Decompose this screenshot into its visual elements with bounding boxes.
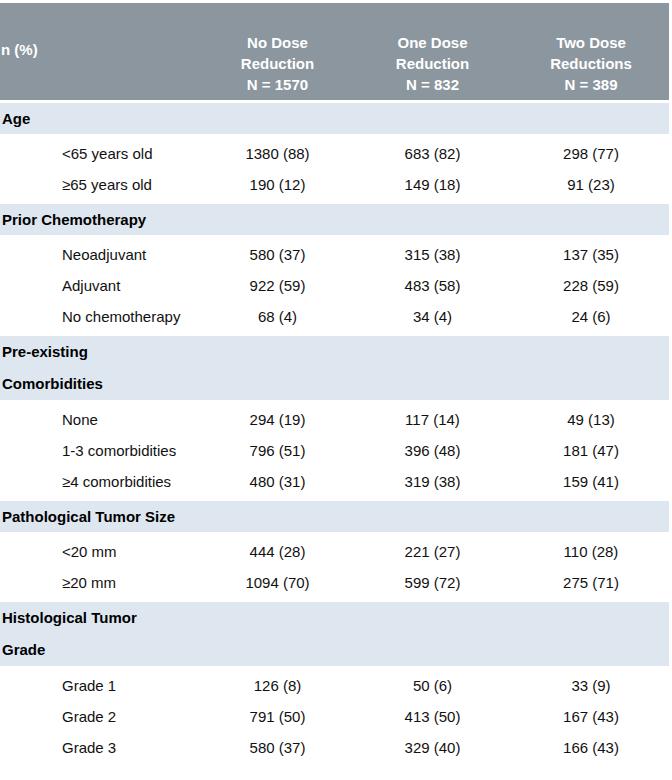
cell-value: 221 (27) — [355, 543, 510, 560]
table-row: ≥20 mm1094 (70)599 (72)275 (71) — [0, 567, 672, 598]
column-header-line: Reduction — [200, 53, 355, 74]
section-header-line: Pre-existing — [2, 336, 669, 368]
column-header-2: One DoseReductionN = 832 — [355, 32, 510, 95]
cell-value: 159 (41) — [510, 473, 672, 490]
section-header-line: Comorbidities — [2, 368, 669, 400]
section-header-line: Prior Chemotherapy — [2, 204, 669, 235]
table-row: 1-3 comorbidities796 (51)396 (48)181 (47… — [0, 435, 672, 466]
cell-value: 444 (28) — [200, 543, 355, 560]
cell-value: 34 (4) — [355, 308, 510, 325]
column-header-3: Two DoseReductionsN = 389 — [510, 32, 672, 95]
section-header: Prior Chemotherapy — [0, 204, 669, 235]
section-rows: Neoadjuvant580 (37)315 (38)137 (35)Adjuv… — [0, 239, 672, 332]
column-header-line: Reductions — [510, 53, 672, 74]
cell-value: 922 (59) — [200, 277, 355, 294]
row-label: Neoadjuvant — [0, 246, 200, 263]
cell-value: 480 (31) — [200, 473, 355, 490]
section-rows: None294 (19)117 (14)49 (13)1-3 comorbidi… — [0, 404, 672, 497]
section-header: Histological TumorGrade — [0, 602, 669, 666]
table-body: Age <65 years old1380 (88)683 (82)298 (77… — [0, 103, 672, 763]
cell-value: 294 (19) — [200, 411, 355, 428]
cell-value: 599 (72) — [355, 574, 510, 591]
column-header-1: No DoseReductionN = 1570 — [200, 32, 355, 95]
section-header-line: Age — [2, 103, 669, 134]
cell-value: 298 (77) — [510, 145, 672, 162]
cell-value: 580 (37) — [200, 246, 355, 263]
cell-value: 275 (71) — [510, 574, 672, 591]
section-header-line: Histological Tumor — [2, 602, 669, 634]
cell-value: 319 (38) — [355, 473, 510, 490]
section-rows: Grade 1126 (8)50 (6)33 (9)Grade 2791 (50… — [0, 670, 672, 763]
cell-value: 149 (18) — [355, 176, 510, 193]
table-row: ≥4 comorbidities480 (31)319 (38)159 (41) — [0, 466, 672, 497]
cell-value: 228 (59) — [510, 277, 672, 294]
table-header: n (%) No DoseReductionN = 1570One DoseRe… — [0, 3, 669, 100]
column-header-line: Reduction — [355, 53, 510, 74]
row-label: ≥20 mm — [0, 574, 200, 591]
section-header-line: Grade — [2, 634, 669, 666]
cell-value: 315 (38) — [355, 246, 510, 263]
cell-value: 137 (35) — [510, 246, 672, 263]
table-row: <65 years old1380 (88)683 (82)298 (77) — [0, 138, 672, 169]
cell-value: 49 (13) — [510, 411, 672, 428]
cell-value: 126 (8) — [200, 677, 355, 694]
row-label: <20 mm — [0, 543, 200, 560]
cell-value: 329 (40) — [355, 739, 510, 756]
cell-value: 33 (9) — [510, 677, 672, 694]
cell-value: 117 (14) — [355, 411, 510, 428]
row-label: Grade 2 — [0, 708, 200, 725]
row-label: None — [0, 411, 200, 428]
cell-value: 166 (43) — [510, 739, 672, 756]
row-label: ≥65 years old — [0, 176, 200, 193]
table-row: None294 (19)117 (14)49 (13) — [0, 404, 672, 435]
cell-value: 1380 (88) — [200, 145, 355, 162]
header-grid: No DoseReductionN = 1570One DoseReductio… — [0, 32, 669, 100]
column-header-line: N = 389 — [510, 74, 672, 95]
column-header-line: N = 1570 — [200, 74, 355, 95]
row-label: 1-3 comorbidities — [0, 442, 200, 459]
characteristics-table: n (%) No DoseReductionN = 1570One DoseRe… — [0, 0, 672, 780]
table-row: Grade 2791 (50)413 (50)167 (43) — [0, 701, 672, 732]
section-rows: <20 mm444 (28)221 (27)110 (28)≥20 mm1094… — [0, 536, 672, 598]
cell-value: 413 (50) — [355, 708, 510, 725]
cell-value: 796 (51) — [200, 442, 355, 459]
cell-value: 396 (48) — [355, 442, 510, 459]
cell-value: 190 (12) — [200, 176, 355, 193]
cell-value: 68 (4) — [200, 308, 355, 325]
table-row: ≥65 years old190 (12)149 (18)91 (23) — [0, 169, 672, 200]
column-header-line: No Dose — [200, 32, 355, 53]
table-row: Grade 3580 (37)329 (40)166 (43) — [0, 732, 672, 763]
row-label: ≥4 comorbidities — [0, 473, 200, 490]
row-label: Grade 3 — [0, 739, 200, 756]
row-label: Grade 1 — [0, 677, 200, 694]
cell-value: 91 (23) — [510, 176, 672, 193]
column-header-line: One Dose — [355, 32, 510, 53]
cell-value: 181 (47) — [510, 442, 672, 459]
cell-value: 580 (37) — [200, 739, 355, 756]
row-label: No chemotherapy — [0, 308, 200, 325]
section-header-line: Pathological Tumor Size — [2, 501, 669, 532]
section-header: Pre-existingComorbidities — [0, 336, 669, 400]
cell-value: 167 (43) — [510, 708, 672, 725]
column-header-line: N = 832 — [355, 74, 510, 95]
table-row: <20 mm444 (28)221 (27)110 (28) — [0, 536, 672, 567]
section-header: Age — [0, 103, 669, 134]
table-row: Grade 1126 (8)50 (6)33 (9) — [0, 670, 672, 701]
cell-value: 683 (82) — [355, 145, 510, 162]
section-rows: <65 years old1380 (88)683 (82)298 (77)≥6… — [0, 138, 672, 200]
cell-value: 483 (58) — [355, 277, 510, 294]
cell-value: 24 (6) — [510, 308, 672, 325]
table-row: Neoadjuvant580 (37)315 (38)137 (35) — [0, 239, 672, 270]
corner-label: n (%) — [1, 41, 38, 58]
table-row: Adjuvant922 (59)483 (58)228 (59) — [0, 270, 672, 301]
cell-value: 791 (50) — [200, 708, 355, 725]
cell-value: 1094 (70) — [200, 574, 355, 591]
cell-value: 50 (6) — [355, 677, 510, 694]
row-label: Adjuvant — [0, 277, 200, 294]
section-header: Pathological Tumor Size — [0, 501, 669, 532]
column-header-line: Two Dose — [510, 32, 672, 53]
table-row: No chemotherapy68 (4)34 (4)24 (6) — [0, 301, 672, 332]
cell-value: 110 (28) — [510, 543, 672, 560]
row-label: <65 years old — [0, 145, 200, 162]
